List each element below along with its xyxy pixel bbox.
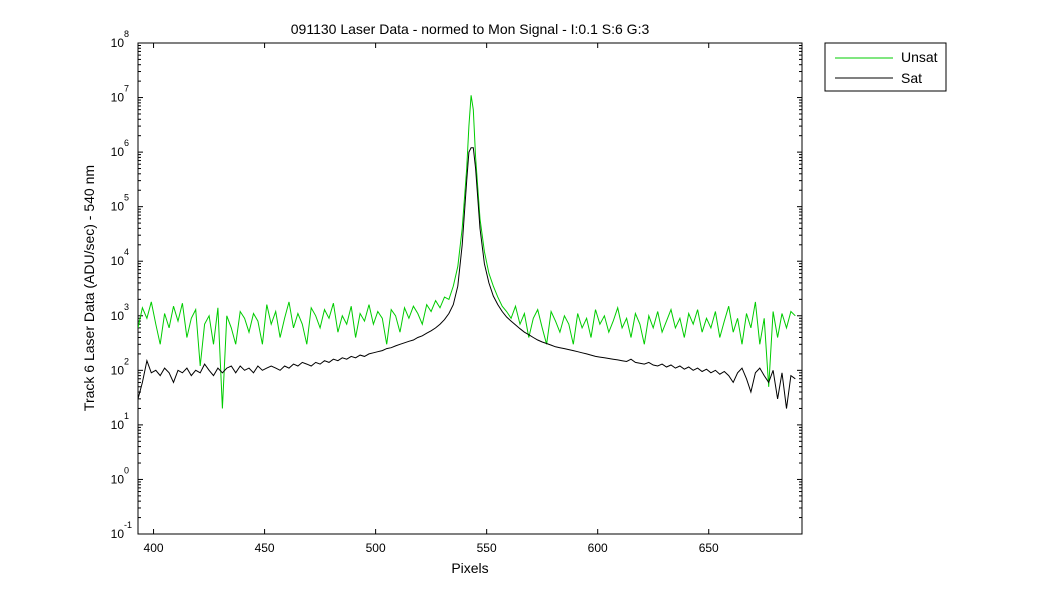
x-axis: 400 450 500 550 600 650 [144, 43, 719, 555]
y-tick-exponent: -1 [124, 520, 132, 530]
y-tick-label: 10 [111, 36, 125, 50]
y-tick-exponent: 5 [124, 193, 129, 203]
legend: Unsat Sat [824, 42, 947, 92]
y-tick-exponent: 6 [124, 138, 129, 148]
x-tick-label: 550 [477, 541, 497, 555]
y-tick-label: 10 [111, 145, 125, 159]
x-tick-label: 450 [255, 541, 275, 555]
y-tick-exponent: 0 [124, 465, 129, 475]
y-tick-label: 10 [111, 309, 125, 323]
series-layer [138, 95, 796, 409]
legend-label-sat: Sat [901, 70, 922, 86]
y-tick-exponent: 4 [124, 247, 129, 257]
series-line-unsat [138, 95, 796, 409]
x-tick-label: 500 [366, 541, 386, 555]
y-axis-label: Track 6 Laser Data (ADU/sec) - 540 nm [81, 165, 97, 411]
legend-label-unsat: Unsat [901, 49, 938, 65]
y-tick-label: 10 [111, 200, 125, 214]
y-tick-label: 10 [111, 472, 125, 486]
legend-box [824, 42, 947, 92]
plot-area [137, 42, 803, 535]
y-tick-exponent: 7 [124, 84, 129, 94]
y-tick-exponent: 1 [124, 411, 129, 421]
x-tick-label: 400 [144, 541, 164, 555]
series-line-sat [138, 147, 796, 409]
y-tick-label: 10 [111, 418, 125, 432]
x-tick-label: 650 [699, 541, 719, 555]
y-tick-label: 10 [111, 254, 125, 268]
x-axis-label: Pixels [451, 560, 488, 576]
y-tick-label: 10 [111, 91, 125, 105]
y-tick-label: 10 [111, 363, 125, 377]
y-tick-exponent: 2 [124, 356, 129, 366]
chart-title: 091130 Laser Data - normed to Mon Signal… [291, 21, 650, 37]
y-tick-exponent: 8 [124, 29, 129, 39]
y-tick-exponent: 3 [124, 302, 129, 312]
y-tick-label: 10 [111, 527, 125, 541]
x-tick-label: 600 [588, 541, 608, 555]
